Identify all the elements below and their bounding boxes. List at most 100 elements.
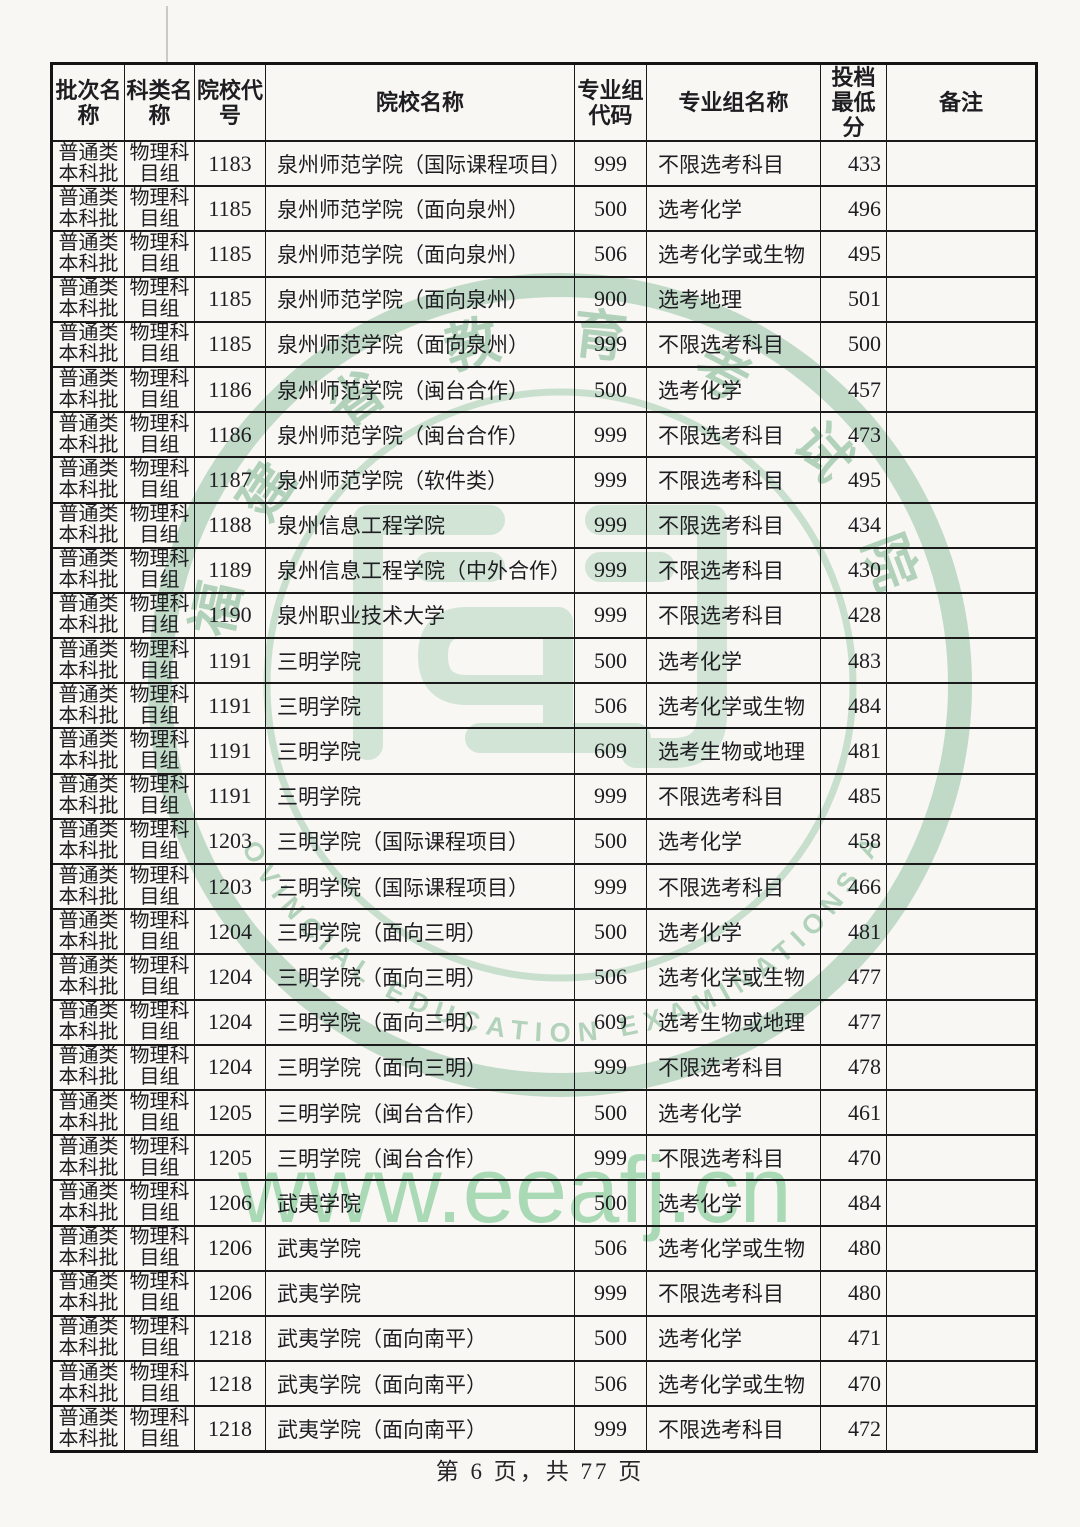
school-name-cell: 三明学院（面向三明） [265,953,575,1001]
subject-cell: 物理科目组 [124,1134,195,1182]
school-code-cell: 1185 [194,230,266,278]
col-header-min-score: 投档最低分 [820,62,887,142]
group-code-cell: 500 [574,365,647,414]
school-code-cell: 1183 [194,139,266,188]
table-row: 普通类本科批 物理科目组 1189 泉州信息工程学院（中外合作） 999 不限选… [51,546,1037,594]
table-row: 普通类本科批 物理科目组 1188 泉州信息工程学院 999 不限选考科目 43… [51,501,1037,549]
group-name-cell: 选考化学 [646,908,821,956]
school-code-cell: 1191 [194,682,266,730]
group-name-cell: 不限选考科目 [646,1269,821,1317]
batch-cell: 普通类本科批 [51,862,125,911]
min-score-cell: 501 [820,275,887,323]
min-score-cell: 477 [820,998,887,1046]
remark-cell [886,953,1037,1001]
table-row: 普通类本科批 物理科目组 1204 三明学院（面向三明） 999 不限选考科目 … [51,1043,1037,1091]
group-code-cell: 609 [574,998,647,1046]
school-code-cell: 1204 [194,998,266,1046]
subject-cell: 物理科目组 [124,1043,195,1091]
remark-cell [886,1043,1037,1091]
group-name-cell: 选考化学 [646,637,821,685]
school-name-cell: 武夷学院（面向南平） [265,1405,575,1453]
group-code-cell: 999 [574,139,647,188]
min-score-cell: 434 [820,501,887,549]
subject-cell: 物理科目组 [124,1314,195,1363]
school-code-cell: 1204 [194,908,266,956]
school-code-cell: 1186 [194,365,266,414]
school-name-cell: 泉州师范学院（国际课程项目） [265,139,575,188]
min-score-cell: 470 [820,1360,887,1408]
remark-cell [886,772,1037,820]
subject-cell: 物理科目组 [124,320,195,368]
subject-cell: 物理科目组 [124,230,195,278]
min-score-cell: 481 [820,727,887,775]
min-score-cell: 500 [820,320,887,368]
min-score-cell: 458 [820,817,887,866]
remark-cell [886,411,1037,459]
batch-cell: 普通类本科批 [51,365,125,414]
school-code-cell: 1187 [194,456,266,504]
min-score-cell: 480 [820,1269,887,1317]
table-row: 普通类本科批 物理科目组 1185 泉州师范学院（面向泉州） 506 选考化学或… [51,230,1037,278]
group-name-cell: 不限选考科目 [646,772,821,820]
min-score-cell: 433 [820,139,887,188]
batch-cell: 普通类本科批 [51,501,125,549]
batch-cell: 普通类本科批 [51,817,125,866]
school-code-cell: 1185 [194,275,266,323]
remark-cell [886,1269,1037,1317]
batch-cell: 普通类本科批 [51,411,125,459]
col-header-group-name: 专业组名称 [646,62,821,142]
min-score-cell: 495 [820,230,887,278]
school-name-cell: 三明学院 [265,727,575,775]
school-name-cell: 泉州师范学院（闽台合作） [265,411,575,459]
school-code-cell: 1186 [194,411,266,459]
group-code-cell: 999 [574,772,647,820]
group-name-cell: 不限选考科目 [646,591,821,640]
school-code-cell: 1185 [194,185,266,233]
group-name-cell: 选考化学或生物 [646,1224,821,1272]
group-name-cell: 选考化学 [646,185,821,233]
school-code-cell: 1203 [194,862,266,911]
group-name-cell: 不限选考科目 [646,320,821,368]
school-code-cell: 1206 [194,1224,266,1272]
table-row: 普通类本科批 物理科目组 1203 三明学院（国际课程项目） 999 不限选考科… [51,862,1037,911]
school-name-cell: 三明学院（国际课程项目） [265,817,575,866]
subject-cell: 物理科目组 [124,682,195,730]
remark-cell [886,817,1037,866]
group-code-cell: 999 [574,456,647,504]
school-name-cell: 武夷学院 [265,1269,575,1317]
group-code-cell: 999 [574,546,647,594]
table-row: 普通类本科批 物理科目组 1204 三明学院（面向三明） 609 选考生物或地理… [51,998,1037,1046]
group-name-cell: 选考化学 [646,1179,821,1227]
school-name-cell: 泉州信息工程学院（中外合作） [265,546,575,594]
group-code-cell: 506 [574,682,647,730]
school-name-cell: 三明学院（面向三明） [265,1043,575,1091]
school-name-cell: 三明学院（闽台合作） [265,1134,575,1182]
remark-cell [886,275,1037,323]
min-score-cell: 484 [820,1179,887,1227]
school-name-cell: 三明学院 [265,637,575,685]
group-name-cell: 选考化学 [646,365,821,414]
table-row: 普通类本科批 物理科目组 1206 武夷学院 500 选考化学 484 [51,1179,1037,1227]
group-code-cell: 999 [574,1269,647,1317]
school-name-cell: 武夷学院（面向南平） [265,1360,575,1408]
min-score-cell: 470 [820,1134,887,1182]
remark-cell [886,682,1037,730]
subject-cell: 物理科目组 [124,591,195,640]
min-score-cell: 461 [820,1088,887,1137]
group-code-cell: 500 [574,637,647,685]
table-row: 普通类本科批 物理科目组 1187 泉州师范学院（软件类） 999 不限选考科目… [51,456,1037,504]
table-row: 普通类本科批 物理科目组 1218 武夷学院（面向南平） 999 不限选考科目 … [51,1405,1037,1453]
table-row: 普通类本科批 物理科目组 1204 三明学院（面向三明） 506 选考化学或生物… [51,953,1037,1001]
school-name-cell: 泉州师范学院（闽台合作） [265,365,575,414]
subject-cell: 物理科目组 [124,1269,195,1317]
group-code-cell: 500 [574,1179,647,1227]
group-name-cell: 不限选考科目 [646,411,821,459]
group-name-cell: 不限选考科目 [646,1043,821,1091]
school-name-cell: 三明学院 [265,772,575,820]
school-code-cell: 1206 [194,1179,266,1227]
remark-cell [886,365,1037,414]
batch-cell: 普通类本科批 [51,1314,125,1363]
school-code-cell: 1191 [194,772,266,820]
group-code-cell: 609 [574,727,647,775]
school-name-cell: 泉州师范学院（面向泉州） [265,185,575,233]
